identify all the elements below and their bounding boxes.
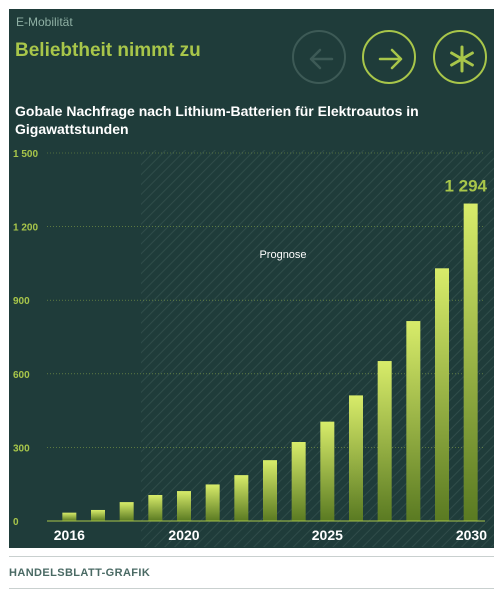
- x-tick-label-2020: 2020: [168, 527, 199, 543]
- bar-2024: [291, 442, 306, 521]
- share-button[interactable]: [433, 30, 487, 84]
- value-label-2030: 1 294: [444, 177, 487, 196]
- headline: Beliebtheit nimmt zu: [15, 40, 201, 61]
- bar-2020: [177, 491, 191, 521]
- next-button[interactable]: [362, 30, 416, 84]
- kicker: E-Mobilität: [16, 15, 73, 29]
- bar-2021: [205, 484, 220, 521]
- arrow-left-icon: [309, 48, 334, 70]
- bar-2026: [349, 395, 363, 521]
- bar-2029: [435, 268, 449, 521]
- bar-2023: [263, 460, 277, 521]
- bar-2019: [148, 494, 163, 521]
- bar-2018: [119, 502, 134, 521]
- bar-2030: [463, 203, 478, 521]
- bar-chart: Prognose 0 300 600 900 1 200 1 500 1 294 2016 202…: [13, 149, 494, 547]
- forecast-label: Prognose: [259, 249, 306, 261]
- bar-2022: [234, 475, 249, 521]
- source-credit: HANDELSBLATT-GRAFIK: [9, 567, 151, 579]
- bar-2027: [377, 361, 392, 521]
- y-tick-label: 900: [13, 296, 30, 307]
- chart-title: Gobale Nachfrage nach Lithium-Batterien …: [15, 103, 419, 137]
- y-tick-label: 300: [13, 443, 30, 454]
- y-tick-label: 1 200: [13, 223, 38, 234]
- x-tick-label-2025: 2025: [312, 527, 343, 543]
- y-tick-label: 600: [13, 370, 30, 381]
- chart-panel: E-Mobilität Beliebtheit nimmt zu Gobale …: [9, 9, 494, 548]
- bar-2016: [62, 512, 77, 521]
- x-tick-label-2016: 2016: [54, 527, 85, 543]
- footer-divider-top: [9, 556, 494, 557]
- y-tick-label: 0: [13, 517, 19, 528]
- prev-button[interactable]: [292, 30, 346, 84]
- asterisk-icon: [450, 45, 474, 73]
- arrow-right-icon: [378, 48, 403, 70]
- footer-divider-bottom: [9, 588, 494, 589]
- bar-2028: [406, 321, 421, 521]
- y-tick-label: 1 500: [13, 149, 38, 160]
- bar-2025: [320, 421, 335, 521]
- x-tick-label-2030: 2030: [456, 527, 487, 543]
- bar-2017: [91, 509, 105, 521]
